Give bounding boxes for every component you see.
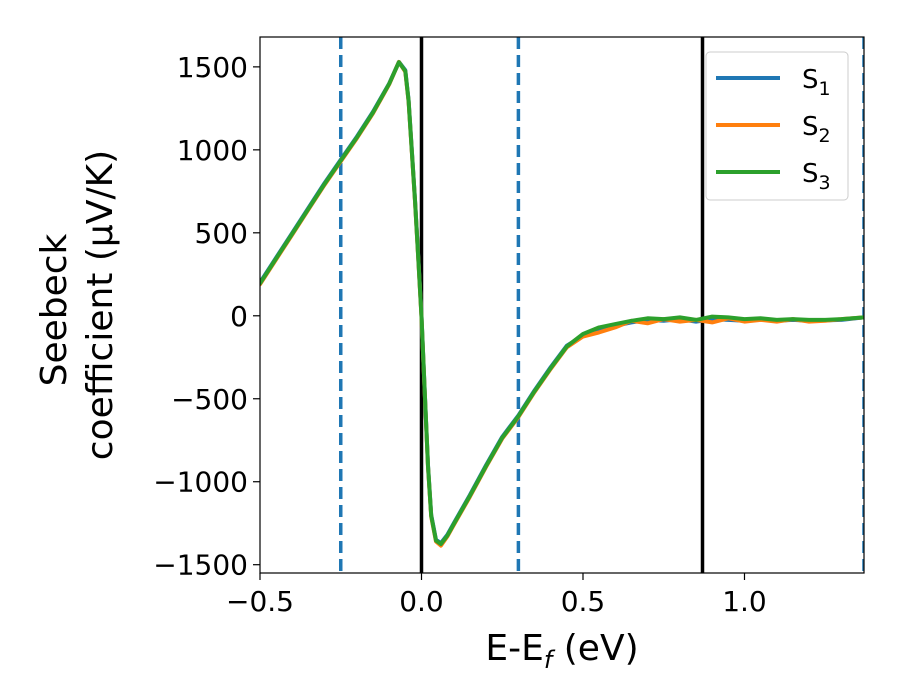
x-tick-label: 0.5 <box>561 585 606 618</box>
x-axis-title: E-Ef (eV) <box>485 628 638 674</box>
x-tick-label: −0.5 <box>226 585 294 618</box>
series-lines <box>260 59 864 548</box>
y-tick-label: 1000 <box>177 134 248 167</box>
x-tick-label: 0.0 <box>399 585 444 618</box>
y-axis: −1500 −1000 −500 0 500 1000 1500 <box>153 51 260 582</box>
y-axis-title-line2: coefficient (μV/K) <box>80 150 121 460</box>
y-tick-label: −1500 <box>153 549 248 582</box>
y-tick-label: −500 <box>171 383 248 416</box>
y-tick-label: 1500 <box>177 51 248 84</box>
x-axis: −0.5 0.0 0.5 1.0 <box>226 573 767 618</box>
y-tick-label: 500 <box>195 217 248 250</box>
x-tick-label: 1.0 <box>722 585 767 618</box>
y-axis-title-line1: Seebeck <box>34 233 75 386</box>
plot-frame <box>259 36 865 574</box>
series-line-3 <box>260 60 864 546</box>
legend-label-2: S2 <box>802 112 831 147</box>
y-tick-label: −1000 <box>153 466 248 499</box>
y-tick-label: 0 <box>230 300 248 333</box>
legend: S1 S2 S3 <box>705 51 849 201</box>
legend-label-3: S3 <box>802 159 831 194</box>
legend-label-1: S1 <box>802 65 831 100</box>
